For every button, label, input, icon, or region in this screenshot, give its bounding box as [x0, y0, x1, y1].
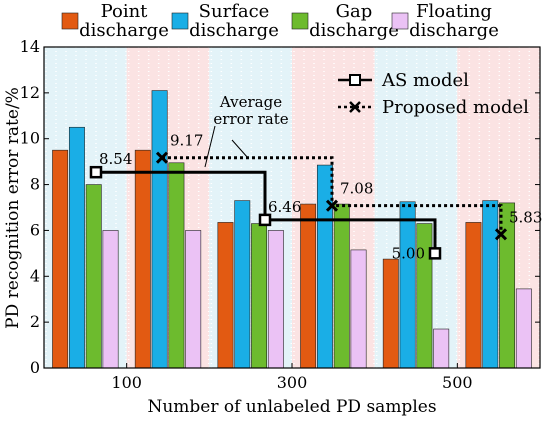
as-model-marker	[258, 213, 272, 227]
bar	[251, 223, 268, 369]
as-model-value-label: 5.00	[392, 244, 425, 262]
legend-label: Floating	[416, 1, 492, 22]
y-axis-label: PD recognition error rate/%	[3, 87, 23, 329]
proposed-model-marker	[494, 228, 508, 241]
bar	[234, 200, 251, 369]
y-tick-label: 2	[30, 312, 40, 331]
legend-marker-as	[349, 74, 361, 86]
as-model-marker	[89, 165, 103, 179]
as-model-marker	[428, 247, 442, 260]
legend-label: discharge	[79, 20, 169, 41]
bar	[399, 201, 416, 369]
bar	[433, 328, 450, 369]
y-tick-label: 12	[20, 83, 40, 102]
legend-swatch	[291, 12, 309, 30]
annotation-text: Average	[219, 93, 282, 111]
bar	[68, 126, 85, 369]
proposed-model-marker	[155, 151, 169, 164]
y-tick-label: 6	[30, 220, 40, 239]
bar	[333, 203, 350, 369]
bar	[168, 162, 185, 369]
annotation-pointer	[204, 125, 216, 168]
legend-marker-proposed	[349, 101, 361, 113]
proposed-model-value-label: 7.08	[340, 180, 373, 198]
legend-label: AS model	[381, 70, 469, 91]
y-tick-label: 8	[30, 175, 40, 194]
legend-label: Surface	[199, 1, 270, 22]
bar	[515, 288, 532, 369]
bar	[350, 249, 367, 369]
y-tick-label: 14	[20, 37, 40, 56]
proposed-model-value-label: 5.83	[509, 208, 542, 226]
legend-swatch	[391, 12, 409, 30]
x-tick-label: 500	[442, 373, 473, 392]
proposed-model-value-label: 9.17	[170, 132, 203, 150]
bar	[267, 230, 284, 369]
x-tick-label: 300	[277, 373, 308, 392]
as-model-value-label: 8.54	[99, 150, 132, 168]
x-tick-label: 100	[111, 373, 142, 392]
bar	[185, 230, 202, 369]
bar	[300, 203, 317, 369]
annotation-pointer	[231, 139, 249, 159]
legend-label: Proposed model	[382, 97, 529, 118]
bar	[217, 222, 234, 369]
y-tick-label: 0	[30, 358, 40, 377]
legend-label: Gap	[336, 1, 373, 22]
bar	[482, 200, 499, 369]
legend-swatch	[61, 12, 79, 30]
bar	[316, 164, 333, 369]
legend-label: discharge	[189, 20, 279, 41]
legend: PointdischargeSurfacedischargeGapdischar…	[61, 1, 529, 118]
proposed-model-marker	[325, 199, 339, 212]
y-tick-label: 10	[20, 129, 40, 148]
bar	[382, 258, 399, 369]
bar	[465, 222, 482, 369]
x-axis-label: Number of unlabeled PD samples	[147, 397, 436, 417]
legend-label: discharge	[309, 20, 399, 41]
as-model-value-label: 6.46	[268, 198, 301, 216]
annotation-text: error rate	[213, 110, 288, 128]
legend-label: discharge	[409, 20, 499, 41]
bar	[52, 149, 69, 369]
legend-label: Point	[101, 1, 149, 22]
bar-series	[52, 90, 532, 369]
legend-swatch	[171, 12, 189, 30]
bar	[134, 149, 151, 369]
axes: 0 2 4 6 8 10 12 14 100 300 500	[20, 37, 541, 392]
y-tick-label: 4	[30, 266, 40, 285]
bar	[151, 90, 168, 369]
bar	[102, 230, 119, 369]
bar	[85, 184, 102, 369]
